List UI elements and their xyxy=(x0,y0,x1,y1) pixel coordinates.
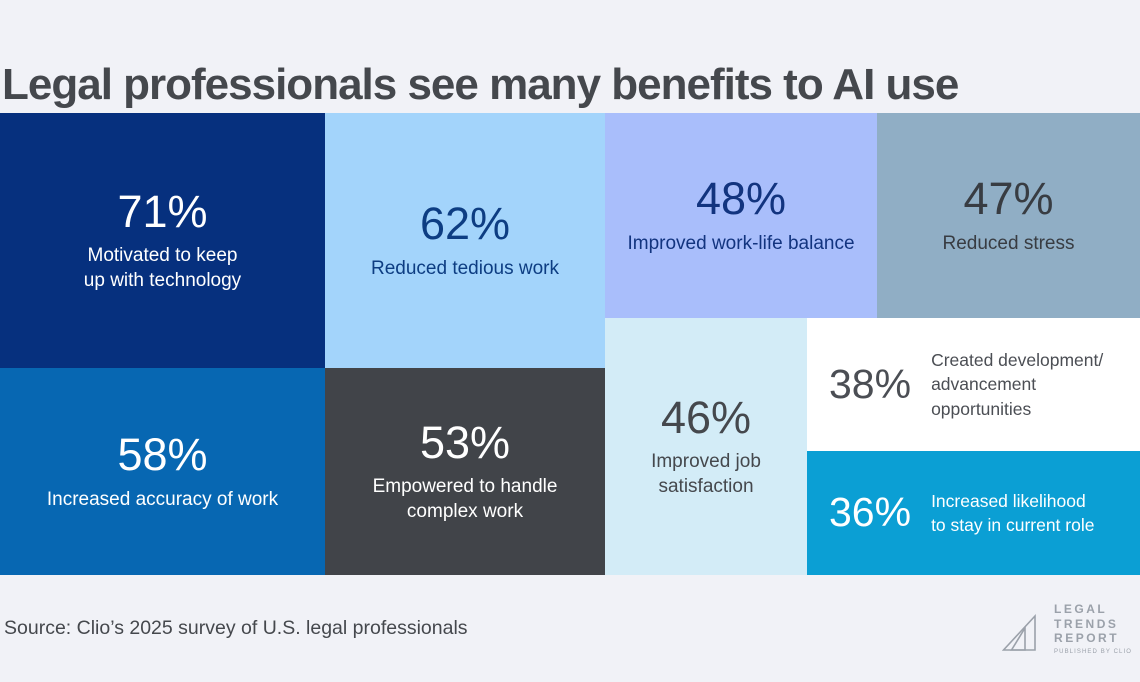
percent-value: 71% xyxy=(117,185,208,237)
tile-created-development-advancement-opportunities: 38% Created development/ advancement opp… xyxy=(807,318,1140,451)
tile-label: Reduced tedious work xyxy=(371,257,559,279)
logo-tagline: PUBLISHED BY CLIO xyxy=(1054,648,1132,655)
percent-value: 62% xyxy=(419,198,511,250)
tile-label: Increased likelihood to stay in current … xyxy=(931,490,1095,535)
percent-value: 38% xyxy=(829,360,912,407)
tile-improved-job-satisfaction: 46% Improved job satisfaction xyxy=(605,318,807,575)
tile-label: Improved job satisfaction xyxy=(651,451,761,498)
tile-reduced-stress: 47% Reduced stress xyxy=(877,113,1140,318)
legal-trends-report-logo: LEGAL TRENDS REPORT PUBLISHED BY CLIO xyxy=(1002,602,1132,655)
percent-value: 48% xyxy=(695,173,787,225)
source-text: Source: Clio’s 2025 survey of U.S. legal… xyxy=(4,617,468,639)
tile-label: Empowered to handle complex work xyxy=(372,476,558,523)
logo-title: LEGAL TRENDS REPORT xyxy=(1054,602,1120,646)
percent-value: 46% xyxy=(660,391,752,443)
tile-reduced-tedious-work: 62% Reduced tedious work xyxy=(325,113,605,368)
logo-wordmark: LEGAL TRENDS REPORT PUBLISHED BY CLIO xyxy=(1054,602,1132,655)
tile-improved-work-life-balance: 48% Improved work-life balance xyxy=(605,113,877,318)
percent-value: 58% xyxy=(117,429,208,481)
tile-motivated-to-keep-up-with-technology: 71% Motivated to keep up with technology xyxy=(0,113,325,368)
percent-value: 47% xyxy=(963,173,1054,225)
tile-label: Motivated to keep up with technology xyxy=(83,245,242,292)
tile-label: Improved work-life balance xyxy=(627,232,855,254)
tile-label: Reduced stress xyxy=(942,232,1075,254)
tile-empowered-to-handle-complex-work: 53% Empowered to handle complex work xyxy=(325,368,605,575)
chart-title: Legal professionals see many benefits to… xyxy=(2,60,959,110)
tile-label: Created development/ advancement opportu… xyxy=(931,350,1104,419)
percent-value: 53% xyxy=(419,416,511,468)
triangles-icon xyxy=(1002,613,1044,655)
tile-increased-likelihood-to-stay-in-current-role: 36% Increased likelihood to stay in curr… xyxy=(807,451,1140,575)
tile-increased-accuracy-of-work: 58% Increased accuracy of work xyxy=(0,368,325,575)
percent-value: 36% xyxy=(829,489,912,536)
footer: Source: Clio’s 2025 survey of U.S. legal… xyxy=(0,575,1140,682)
tile-label: Increased accuracy of work xyxy=(46,488,279,510)
